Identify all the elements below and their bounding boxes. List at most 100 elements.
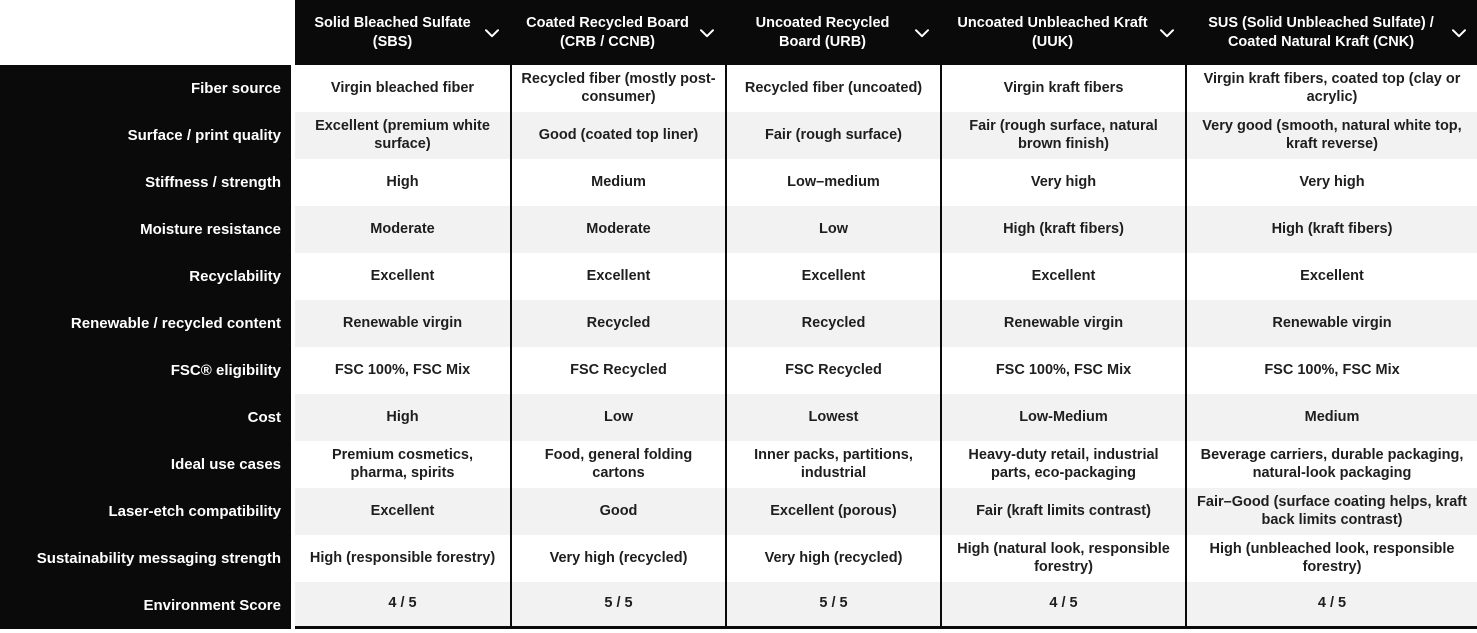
table-cell: Good — [510, 488, 725, 535]
table-cell: High — [295, 159, 510, 206]
table-cell: Medium — [1185, 394, 1477, 441]
row-label: FSC® eligibility — [0, 347, 295, 394]
table-cell: FSC Recycled — [510, 347, 725, 394]
table-cell: Virgin kraft fibers, coated top (clay or… — [1185, 65, 1477, 112]
column-header-label: Uncoated Recycled Board (URB) — [755, 15, 890, 50]
table-cell: Fair (rough surface) — [725, 112, 940, 159]
row-label: Fiber source — [0, 65, 295, 112]
table-cell: Virgin kraft fibers — [940, 65, 1185, 112]
table-cell: Moderate — [510, 206, 725, 253]
row-label: Sustainability messaging strength — [0, 535, 295, 582]
table-cell: Excellent (porous) — [725, 488, 940, 535]
table-cell: Excellent — [725, 253, 940, 300]
column-header-label: Uncoated Unbleached Kraft (UUK) — [957, 15, 1148, 50]
table-cell: 4 / 5 — [1185, 582, 1477, 629]
table-cell: Lowest — [725, 394, 940, 441]
table-cell: Recycled — [510, 300, 725, 347]
table-cell: Virgin bleached fiber — [295, 65, 510, 112]
column-header-urb[interactable]: Uncoated Recycled Board (URB) — [725, 0, 940, 65]
row-label: Renewable / recycled content — [0, 300, 295, 347]
table-cell: 5 / 5 — [725, 582, 940, 629]
table-cell: Beverage carriers, durable packaging, na… — [1185, 441, 1477, 488]
table-row: Renewable / recycled content Renewable v… — [0, 300, 1477, 347]
table-cell: Food, general folding cartons — [510, 441, 725, 488]
table-cell: Medium — [510, 159, 725, 206]
chevron-down-icon[interactable] — [1452, 28, 1466, 38]
table-cell: Low–medium — [725, 159, 940, 206]
table-cell: FSC 100%, FSC Mix — [295, 347, 510, 394]
table-row: Sustainability messaging strength High (… — [0, 535, 1477, 582]
chevron-down-icon[interactable] — [700, 28, 714, 38]
table-cell: Inner packs, partitions, industrial — [725, 441, 940, 488]
table-cell: Moderate — [295, 206, 510, 253]
table-cell: High (responsible forestry) — [295, 535, 510, 582]
table-row: Environment Score 4 / 5 5 / 5 5 / 5 4 / … — [0, 582, 1477, 629]
table-cell: Fair–Good (surface coating helps, kraft … — [1185, 488, 1477, 535]
table-row: Surface / print quality Excellent (premi… — [0, 112, 1477, 159]
table-cell: 4 / 5 — [940, 582, 1185, 629]
table-cell: Excellent — [295, 253, 510, 300]
table-cell: FSC 100%, FSC Mix — [940, 347, 1185, 394]
table-cell: Low — [510, 394, 725, 441]
table-cell: Excellent (premium white surface) — [295, 112, 510, 159]
table-header-row: Solid Bleached Sulfate (SBS) Coated Recy… — [0, 0, 1477, 65]
table-cell: Recycled — [725, 300, 940, 347]
table-cell: Renewable virgin — [295, 300, 510, 347]
chevron-down-icon[interactable] — [485, 28, 499, 38]
row-label: Surface / print quality — [0, 112, 295, 159]
table-cell: Very high — [940, 159, 1185, 206]
table-cell: High (kraft fibers) — [940, 206, 1185, 253]
row-label: Stiffness / strength — [0, 159, 295, 206]
table-cell: Renewable virgin — [1185, 300, 1477, 347]
table-row: Ideal use cases Premium cosmetics, pharm… — [0, 441, 1477, 488]
chevron-down-icon[interactable] — [915, 28, 929, 38]
row-label: Environment Score — [0, 582, 295, 629]
row-label: Recyclability — [0, 253, 295, 300]
chevron-down-icon[interactable] — [1160, 28, 1174, 38]
table-cell: Low — [725, 206, 940, 253]
table-cell: Very high (recycled) — [510, 535, 725, 582]
table-cell: High (natural look, responsible forestry… — [940, 535, 1185, 582]
table-cell: Very high (recycled) — [725, 535, 940, 582]
table-corner-spacer — [0, 0, 295, 65]
table-cell: Fair (rough surface, natural brown finis… — [940, 112, 1185, 159]
table-cell: Renewable virgin — [940, 300, 1185, 347]
table-row: Stiffness / strength High Medium Low–med… — [0, 159, 1477, 206]
table-row: Laser-etch compatibility Excellent Good … — [0, 488, 1477, 535]
table-cell: Recycled fiber (mostly post-consumer) — [510, 65, 725, 112]
table-cell: FSC 100%, FSC Mix — [1185, 347, 1477, 394]
table-cell: High — [295, 394, 510, 441]
table-cell: Excellent — [510, 253, 725, 300]
table-cell: Heavy-duty retail, industrial parts, eco… — [940, 441, 1185, 488]
table-cell: Recycled fiber (uncoated) — [725, 65, 940, 112]
table-cell: Excellent — [1185, 253, 1477, 300]
table-row: Cost High Low Lowest Low-Medium Medium — [0, 394, 1477, 441]
table-cell: FSC Recycled — [725, 347, 940, 394]
column-header-label: Solid Bleached Sulfate (SBS) — [314, 15, 471, 50]
column-header-sus-cnk[interactable]: SUS (Solid Unbleached Sulfate) / Coated … — [1185, 0, 1477, 65]
table-cell: High (unbleached look, responsible fores… — [1185, 535, 1477, 582]
row-label: Ideal use cases — [0, 441, 295, 488]
row-label: Laser-etch compatibility — [0, 488, 295, 535]
table-cell: High (kraft fibers) — [1185, 206, 1477, 253]
table-row: FSC® eligibility FSC 100%, FSC Mix FSC R… — [0, 347, 1477, 394]
column-header-sbs[interactable]: Solid Bleached Sulfate (SBS) — [295, 0, 510, 65]
table-row: Fiber source Virgin bleached fiber Recyc… — [0, 65, 1477, 112]
table-cell: 4 / 5 — [295, 582, 510, 629]
table-cell: Good (coated top liner) — [510, 112, 725, 159]
table-cell: Very good (smooth, natural white top, kr… — [1185, 112, 1477, 159]
column-header-crb-ccnb[interactable]: Coated Recycled Board (CRB / CCNB) — [510, 0, 725, 65]
table-cell: Very high — [1185, 159, 1477, 206]
table-cell: Premium cosmetics, pharma, spirits — [295, 441, 510, 488]
column-header-label: Coated Recycled Board (CRB / CCNB) — [526, 15, 689, 50]
table-cell: Excellent — [295, 488, 510, 535]
table-row: Moisture resistance Moderate Moderate Lo… — [0, 206, 1477, 253]
table-cell: Low-Medium — [940, 394, 1185, 441]
column-header-label: SUS (Solid Unbleached Sulfate) / Coated … — [1208, 15, 1434, 50]
row-label: Cost — [0, 394, 295, 441]
column-header-uuk[interactable]: Uncoated Unbleached Kraft (UUK) — [940, 0, 1185, 65]
table-cell: 5 / 5 — [510, 582, 725, 629]
table-cell: Excellent — [940, 253, 1185, 300]
row-label: Moisture resistance — [0, 206, 295, 253]
